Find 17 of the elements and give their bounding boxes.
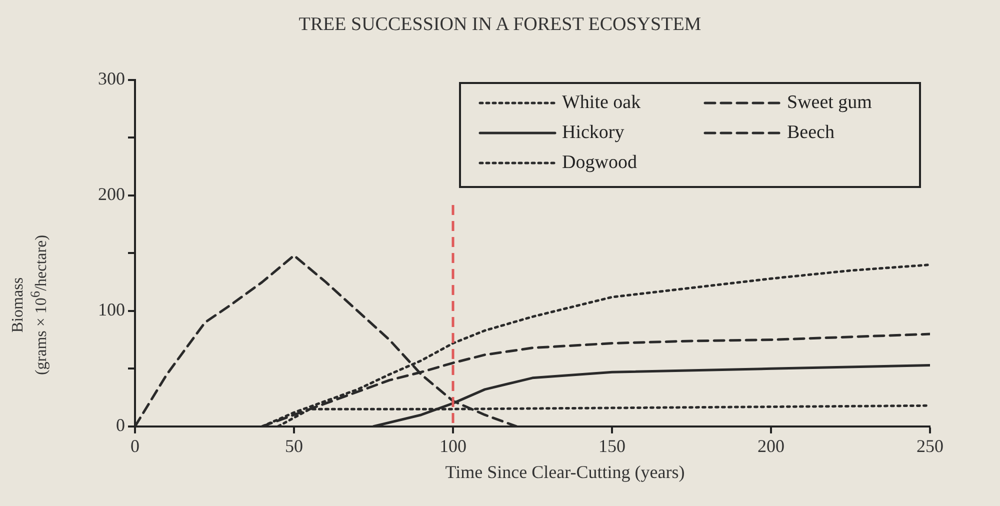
x-tick-label: 100	[440, 436, 466, 456]
x-tick-label: 50	[285, 436, 303, 456]
x-tick-label: 250	[916, 436, 944, 456]
chart-title: TREE SUCCESSION IN A FOREST ECOSYSTEM	[298, 14, 702, 36]
legend-label: Sweet gum	[787, 92, 872, 113]
legend-label: Dogwood	[562, 152, 638, 173]
x-tick-label: 0	[130, 436, 140, 456]
y-tick-label: 300	[98, 68, 125, 89]
x-tick-label: 150	[598, 436, 626, 456]
x-tick-label: 200	[758, 436, 784, 456]
legend-label: Beech	[787, 122, 835, 143]
legend-label: White oak	[562, 92, 642, 113]
x-axis-title: Time Since Clear-Cutting (years)	[444, 462, 686, 483]
y-tick-label: 100	[98, 300, 125, 320]
y-tick-label: 0	[116, 415, 125, 436]
y-tick-label: 200	[98, 184, 125, 204]
legend-label: Hickory	[562, 122, 625, 143]
